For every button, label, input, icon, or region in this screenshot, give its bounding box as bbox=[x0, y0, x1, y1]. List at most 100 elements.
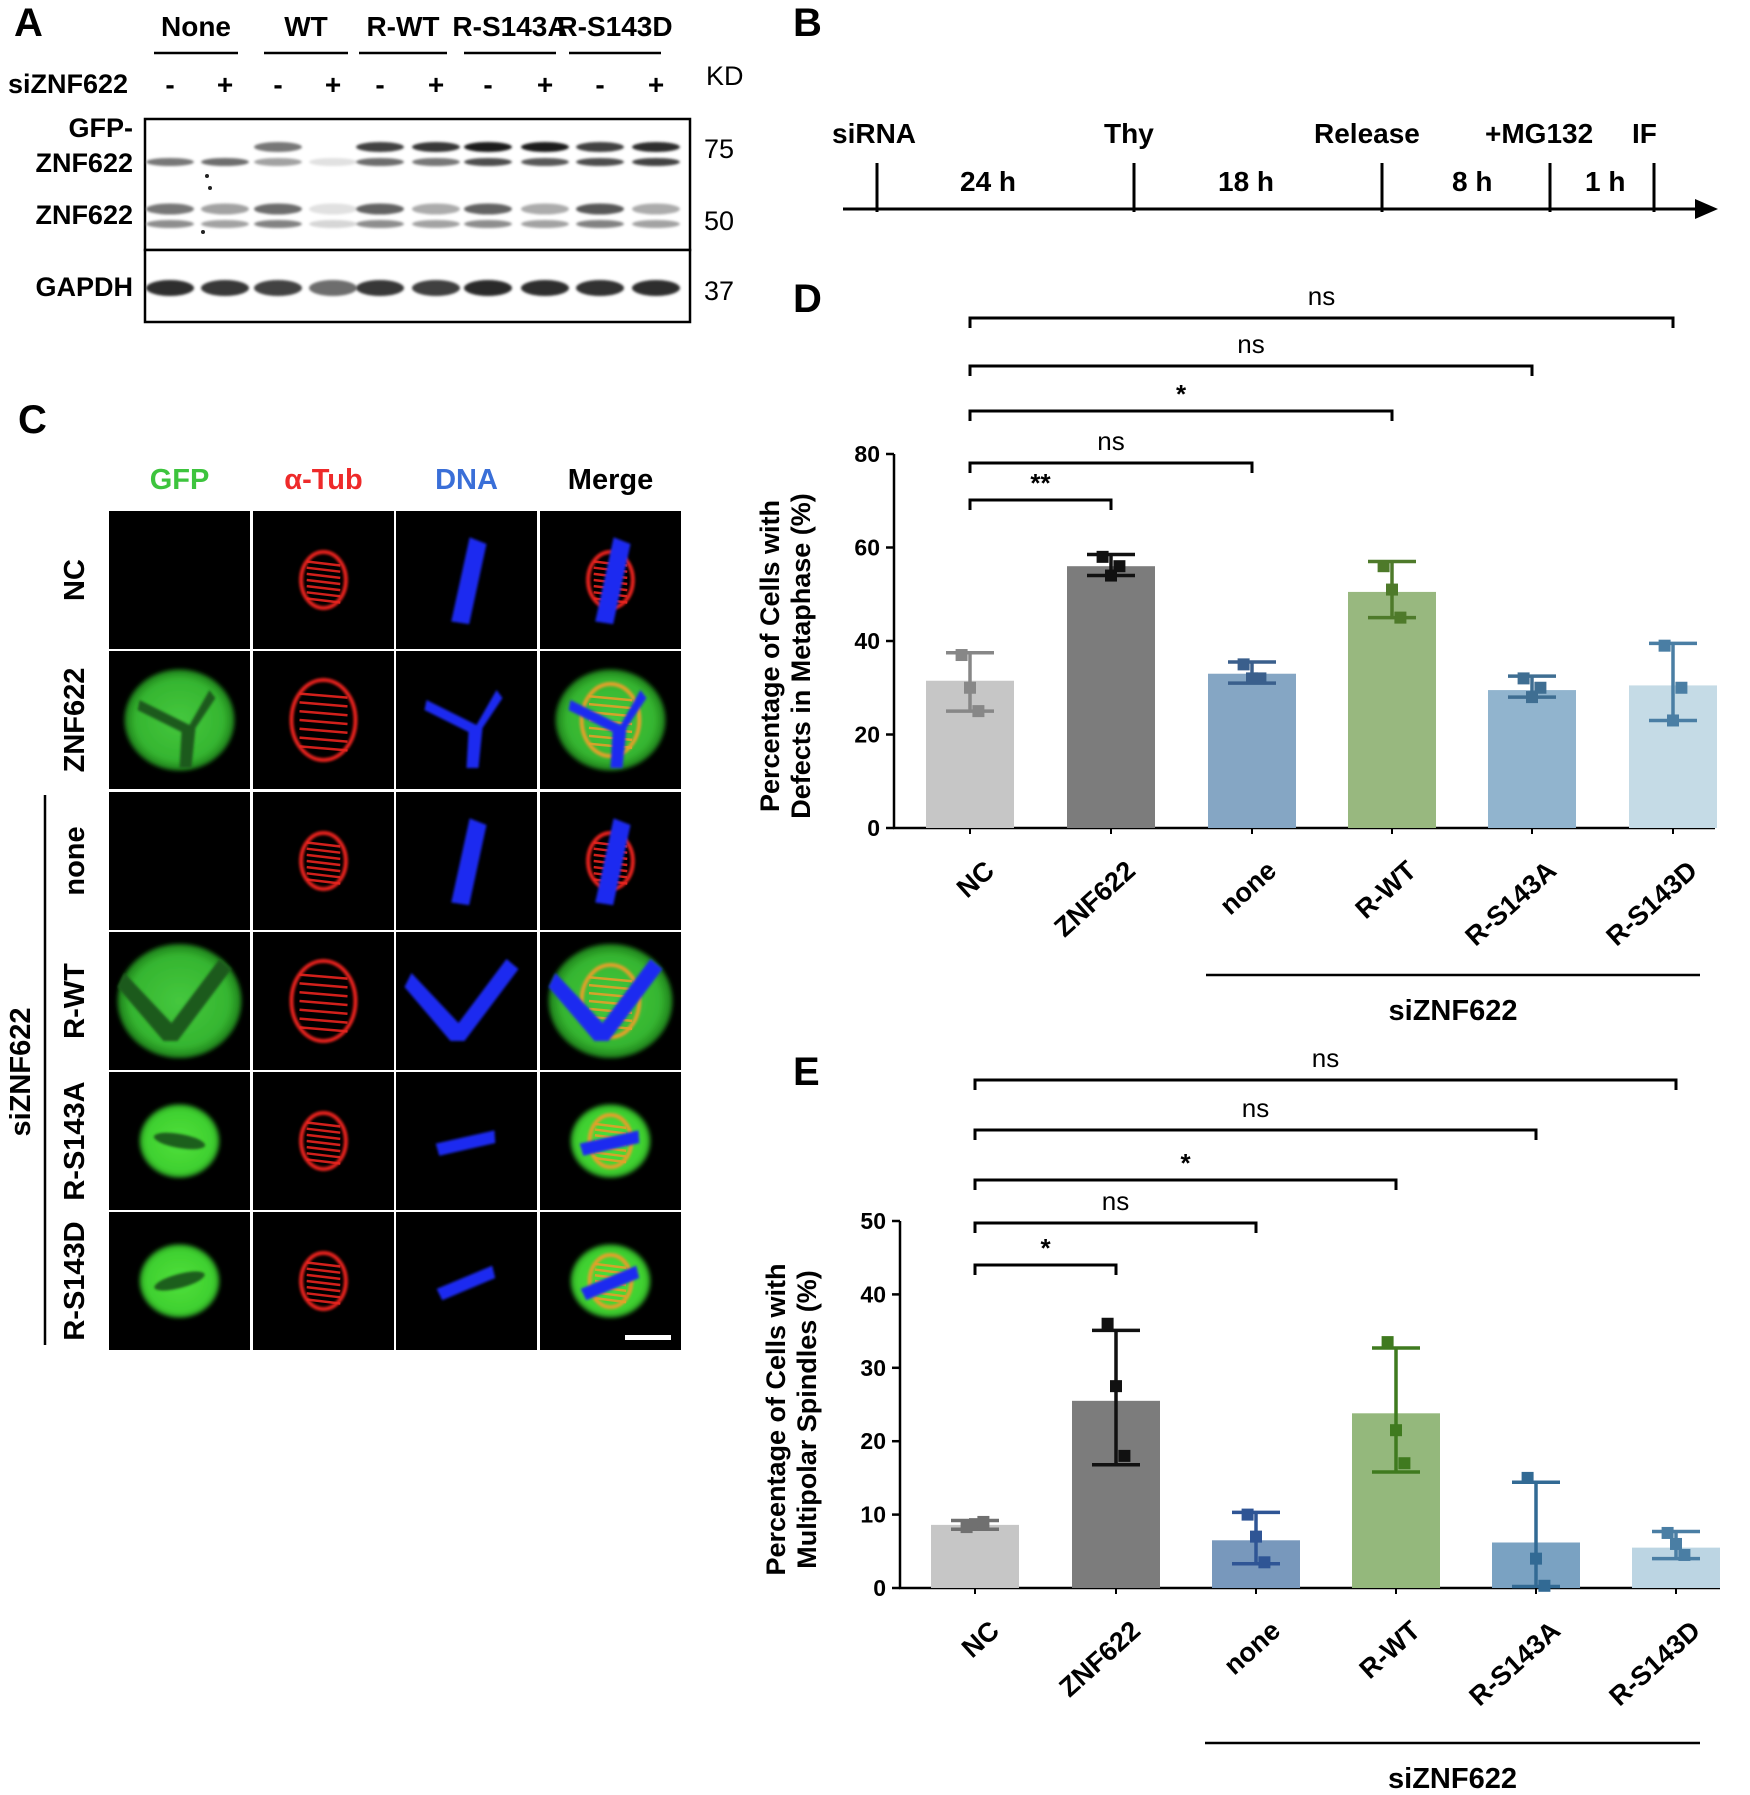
dna-signal bbox=[451, 818, 487, 906]
micrograph-4-3 bbox=[540, 1072, 681, 1210]
data-point bbox=[1105, 569, 1117, 582]
micrograph-frame bbox=[109, 792, 250, 930]
dna-group bbox=[595, 818, 631, 906]
sirna-group-label: siZNF622 bbox=[5, 1008, 37, 1137]
blot-band bbox=[309, 220, 357, 228]
blot-band bbox=[356, 220, 404, 228]
spindle-fiber bbox=[299, 1026, 348, 1033]
spindle-fiber bbox=[306, 1152, 341, 1159]
mw-marker-37: 37 bbox=[704, 276, 734, 306]
lane-sign-1: + bbox=[217, 69, 233, 100]
channel-header-2: DNA bbox=[435, 464, 498, 496]
micrograph-frame bbox=[253, 511, 394, 649]
spindle-fiber bbox=[306, 1158, 341, 1165]
dna-signal bbox=[580, 1265, 640, 1301]
dna-signal bbox=[451, 537, 487, 625]
row-label-znf622: ZNF622 bbox=[35, 200, 133, 230]
spindle-fiber bbox=[594, 1296, 627, 1304]
blot-band bbox=[576, 280, 624, 296]
row-label-4: R-S143A bbox=[59, 1081, 91, 1200]
group-label: siZNF622 bbox=[1388, 1763, 1517, 1795]
data-point bbox=[1534, 681, 1547, 694]
timeline-arrowhead bbox=[1695, 199, 1718, 219]
data-point bbox=[1237, 658, 1250, 671]
y-tick-label: 40 bbox=[860, 1281, 886, 1307]
row-label-5: R-S143D bbox=[59, 1221, 91, 1340]
blot-band bbox=[632, 158, 680, 166]
spindle-fiber bbox=[594, 1156, 627, 1164]
lane-group-3: R-S143A bbox=[452, 11, 567, 42]
micrograph-5-3 bbox=[540, 1212, 681, 1350]
blot-band bbox=[521, 158, 569, 166]
blot-band bbox=[309, 280, 357, 296]
micrograph-2-1 bbox=[253, 792, 394, 930]
spindle-fiber bbox=[299, 1008, 348, 1016]
mw-marker-75: 75 bbox=[704, 134, 734, 164]
spindle-signal bbox=[289, 959, 358, 1043]
micrograph-frame bbox=[253, 651, 394, 789]
spindle-fiber bbox=[306, 1273, 341, 1281]
spindle-fiber bbox=[299, 990, 348, 998]
spindle-fiber bbox=[299, 701, 348, 708]
mw-marker-50: 50 bbox=[704, 206, 734, 236]
blot-band bbox=[356, 280, 404, 296]
data-point bbox=[1517, 672, 1530, 685]
x-tick-label-none: none bbox=[1214, 855, 1282, 920]
y-axis-label-line2: Multipolar Spindles (%) bbox=[792, 1270, 822, 1569]
blot-band bbox=[576, 142, 624, 152]
blot-band bbox=[632, 280, 680, 296]
significance-bracket bbox=[968, 364, 1534, 376]
significance-bracket bbox=[973, 1078, 1678, 1090]
blot-band bbox=[521, 220, 569, 228]
spindle-fiber bbox=[306, 1285, 341, 1293]
timeline-event-release: Release bbox=[1314, 118, 1420, 149]
timeline-event-sirna: siRNA bbox=[832, 118, 916, 149]
panel-e-chart: 0 10 20 30 40 50 Percentage of Cells with Multi… bbox=[761, 1043, 1720, 1795]
spindle-fiber bbox=[299, 718, 348, 726]
row-label-gfp-znf622-line1: GFP- bbox=[69, 113, 134, 143]
x-tick-label-R-S143D: R-S143D bbox=[1600, 855, 1703, 952]
blot-band bbox=[201, 203, 249, 215]
significance-bracket bbox=[968, 461, 1254, 473]
blot-band bbox=[254, 203, 302, 215]
spindle-fiber bbox=[306, 566, 341, 573]
lane-sign-8: - bbox=[595, 69, 604, 100]
blot-band bbox=[254, 142, 302, 152]
data-point bbox=[1250, 1530, 1262, 1543]
micrograph-1-3 bbox=[540, 651, 681, 789]
spindle-fiber bbox=[306, 859, 341, 867]
micrograph-1-0 bbox=[109, 651, 250, 789]
micrograph-2-3 bbox=[540, 792, 681, 930]
y-tick-label: 40 bbox=[854, 628, 880, 654]
dna-signal bbox=[579, 1130, 640, 1156]
row-label-3: R-WT bbox=[59, 963, 91, 1039]
gfp-exclusion bbox=[153, 1132, 206, 1150]
y-axis-label-line1: Percentage of Cells with bbox=[761, 1263, 791, 1575]
dna-signal bbox=[548, 959, 663, 1041]
lane-sign-2: - bbox=[273, 69, 282, 100]
micrograph-0-3 bbox=[540, 511, 681, 649]
spindle-fiber bbox=[306, 1298, 341, 1305]
micrograph-3-3 bbox=[540, 932, 681, 1070]
lane-sign-row: - + - + - + - + - + bbox=[165, 69, 664, 100]
blot-band bbox=[309, 158, 357, 166]
y-tick-label: 20 bbox=[854, 722, 880, 748]
data-point bbox=[1096, 550, 1109, 563]
spindle-fiber bbox=[299, 1017, 348, 1024]
spindle-signal bbox=[579, 682, 642, 758]
x-tick-label-R-S143A: R-S143A bbox=[1463, 1615, 1566, 1712]
blot-band bbox=[146, 280, 194, 296]
blot-band bbox=[356, 142, 404, 152]
lane-group-2: R-WT bbox=[366, 11, 439, 42]
blot-band bbox=[146, 158, 194, 166]
spindle-fiber bbox=[299, 736, 348, 743]
spindle-fiber bbox=[306, 865, 341, 873]
significance-bracket bbox=[973, 1178, 1398, 1190]
spindle-fiber bbox=[306, 1279, 341, 1287]
dna-group bbox=[451, 537, 487, 625]
panel-letter-a: A bbox=[14, 1, 43, 45]
data-point bbox=[1377, 560, 1390, 573]
row-label-gapdh: GAPDH bbox=[35, 272, 133, 302]
significance-label: ns bbox=[1237, 329, 1264, 359]
spindle-fiber bbox=[306, 872, 341, 879]
